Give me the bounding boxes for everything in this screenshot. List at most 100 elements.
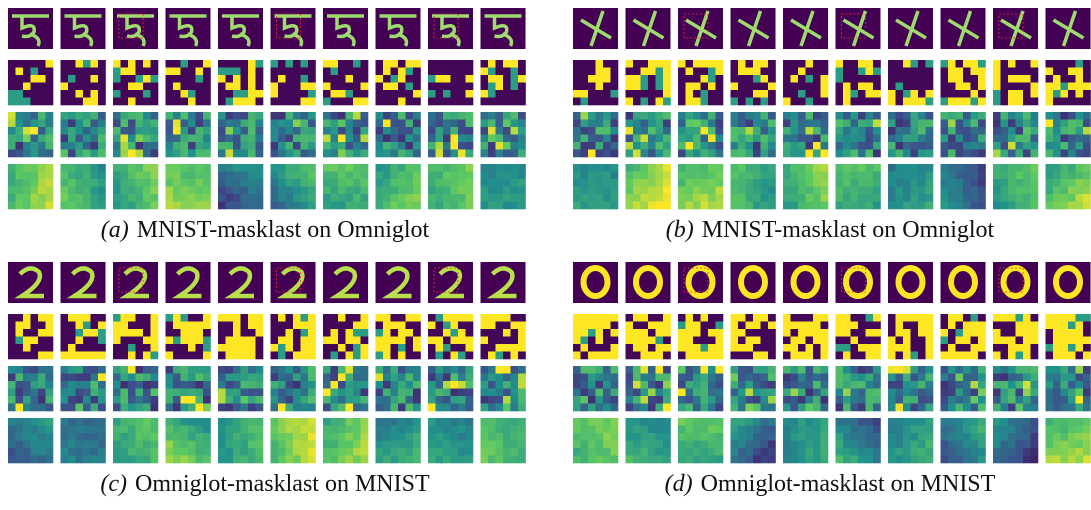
heatmap-cell [398,337,406,345]
heatmap-cell [226,441,234,449]
heatmap-cell [686,337,694,345]
heatmap-cell [753,135,761,143]
heatmap-cell [181,179,189,187]
heatmap-cell [611,418,619,426]
heatmap-cell [791,135,799,143]
heatmap-cell [98,120,106,128]
heatmap-cell [61,396,69,404]
heatmap-cell [731,75,739,83]
heatmap-cell [256,329,264,337]
heatmap-cell [376,202,384,210]
heatmap-cell [38,187,46,195]
heatmap-cell [791,441,799,449]
heatmap-cell [971,389,979,397]
heatmap-cell [398,344,406,352]
heatmap-cell [98,381,106,389]
heatmap-cell [926,202,934,210]
heatmap-cell [68,172,76,180]
heatmap-cell [458,75,466,83]
heatmap-cell [188,322,196,330]
heatmap-cell [136,404,144,412]
heatmap-cell [346,322,354,330]
heatmap-cell [346,135,354,143]
heatmap-cell [353,112,361,120]
heatmap-cell [903,60,911,68]
heatmap-cell [843,337,851,345]
heatmap-cell [1083,396,1091,404]
heatmap-cell [496,456,504,464]
heatmap-cell [458,404,466,412]
heatmap-cell [256,142,264,150]
heatmap-cell [761,433,769,441]
heatmap-cell [761,112,769,120]
heatmap-cell [911,322,919,330]
heatmap-cell [663,150,671,158]
heatmap-cell [338,142,346,150]
heatmap-cell [443,381,451,389]
heatmap-cell [31,396,39,404]
heatmap-cell [323,374,331,382]
heatmap-cell [488,120,496,128]
heatmap-cell [181,172,189,180]
heatmap-cell [813,60,821,68]
heatmap-cell [686,68,694,76]
heatmap-cell [911,142,919,150]
heatmap-cell [866,179,874,187]
heatmap-cell [256,112,264,120]
heatmap-cell [518,135,526,143]
heatmap-cell [46,172,54,180]
heatmap-cell [346,202,354,210]
heatmap-cell [398,396,406,404]
heatmap-cell [98,90,106,98]
heatmap-cell [481,150,489,158]
heatmap-cell [573,389,581,397]
heatmap-cell [241,456,249,464]
heatmap-cell [641,381,649,389]
heatmap-cell [843,456,851,464]
heatmap-cell [8,344,16,352]
heatmap-cell [1001,164,1009,172]
heatmap-cell [188,179,196,187]
heatmap-cell [851,374,859,382]
heatmap-cell [686,60,694,68]
heatmap-cell [858,179,866,187]
heatmap-cell [466,150,474,158]
heatmap-cell [503,337,511,345]
heatmap-cell [181,90,189,98]
heatmap-cell [1031,150,1039,158]
heatmap-cell [573,194,581,202]
heatmap-cell [376,75,384,83]
heatmap-cell [98,441,106,449]
heatmap-cell [218,202,226,210]
heatmap-cell [8,112,16,120]
heatmap-cell [226,68,234,76]
heatmap-cell [581,135,589,143]
heatmap-cell [716,344,724,352]
heatmap-cell [361,142,369,150]
heatmap-cell [406,441,414,449]
heatmap-cell [611,179,619,187]
heatmap-cell [611,172,619,180]
heatmap-cell [121,337,129,345]
heatmap-cell [451,172,459,180]
heatmap-cell [738,374,746,382]
heatmap-cell [888,404,896,412]
heatmap-cell [286,83,294,91]
heatmap-cell [1083,83,1091,91]
heatmap-cell [38,337,46,345]
heatmap-cell [218,60,226,68]
heatmap-cell [128,337,136,345]
heatmap-cell [858,456,866,464]
heatmap-cell [248,150,256,158]
heatmap-cell [241,344,249,352]
heatmap-cell [113,172,121,180]
heatmap-cell [278,187,286,195]
heatmap-cell [46,404,54,412]
heatmap-cell [858,142,866,150]
heatmap-cell [518,337,526,345]
heatmap-cell [611,404,619,412]
heatmap-cell [76,68,84,76]
heatmap-cell [873,112,881,120]
heatmap-cell [903,75,911,83]
heatmap-cell [791,202,799,210]
